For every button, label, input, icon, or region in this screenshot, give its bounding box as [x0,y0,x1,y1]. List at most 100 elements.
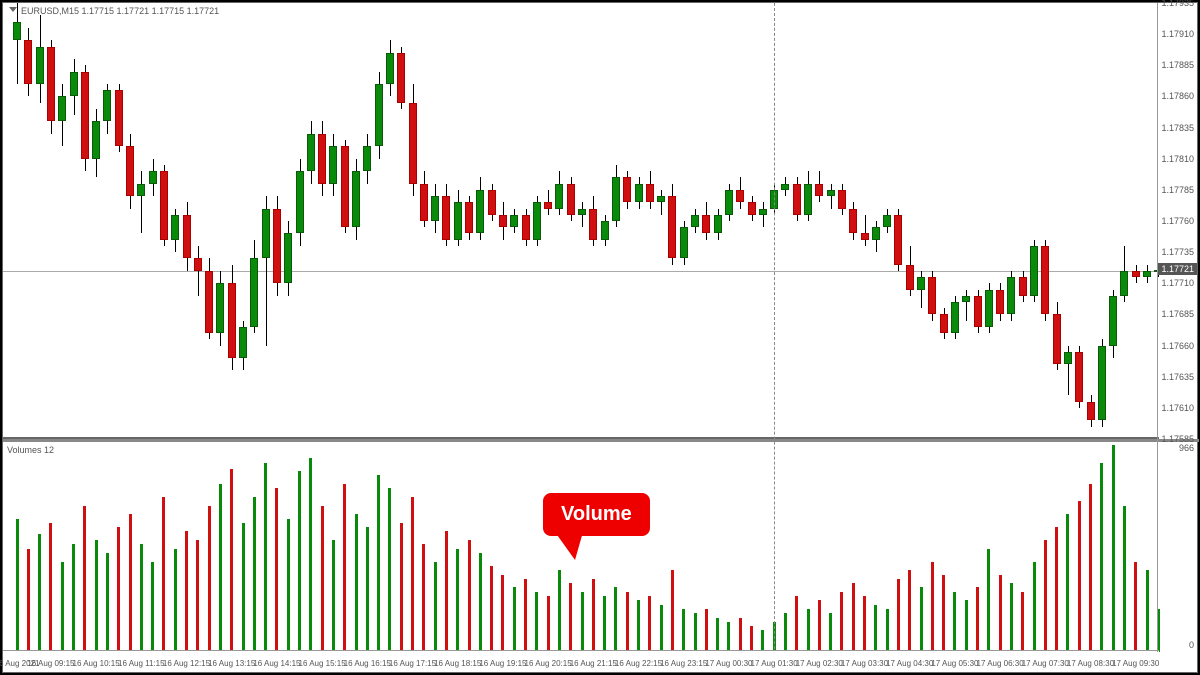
chevron-down-icon[interactable] [9,7,17,12]
volume-bar [400,523,403,652]
candle-body [454,202,462,239]
candle-body [375,84,383,146]
candle-body [499,215,507,227]
candle-body [680,227,688,258]
volume-bar [524,579,527,652]
candle-body [714,215,722,234]
volume-bar [501,575,504,653]
time-tick: 16 Aug 17:15 [389,659,436,668]
time-tick: 16 Aug 10:15 [73,659,120,668]
candle-body [420,184,428,221]
candle-wick [831,184,832,209]
time-tick: 16 Aug 09:15 [27,659,74,668]
candle-body [239,327,247,358]
time-tick: 16 Aug 15:15 [299,659,346,668]
volume-bar [965,600,968,652]
volume-bar [874,605,877,652]
volume-bar [1089,484,1092,652]
candle-body [646,184,654,203]
symbol-label: EURUSD,M15 1.17715 1.17721 1.17715 1.177… [21,6,219,16]
candle-body [1030,246,1038,296]
volume-bar [727,622,730,652]
candle-body [363,146,371,171]
candle-body [985,290,993,327]
volume-bar [999,575,1002,653]
candle-wick [865,215,866,246]
time-tick: 16 Aug 14:15 [253,659,300,668]
candle-body [273,209,281,284]
volume-bar [1123,506,1126,652]
candle-body [748,202,756,214]
candle-body [838,190,846,209]
candle-body [567,184,575,215]
volume-bar [83,506,86,652]
candle-body [442,196,450,240]
volume-bar [581,592,584,652]
volume-bar [886,609,889,652]
candle-body [533,202,541,239]
price-panel[interactable]: EURUSD,M15 1.17715 1.17721 1.17715 1.177… [3,3,1159,439]
candle-body [476,190,484,234]
volume-bar [1078,501,1081,652]
volume-bar [547,596,550,652]
volume-bar [1134,562,1137,652]
volume-bar [716,618,719,652]
volume-bar [343,484,346,652]
candle-body [815,184,823,196]
candle-body [1041,246,1049,315]
volume-bar [388,488,391,652]
candle-body [13,22,21,41]
price-tick: 1.17610 [1161,403,1194,413]
candle-body [318,134,326,184]
volume-bar [196,540,199,652]
candle-body [386,53,394,84]
volume-bar [840,592,843,652]
volume-bar [671,570,674,652]
volume-bar [660,605,663,652]
volume-bar [637,600,640,652]
volume-bar [592,579,595,652]
candle-body [635,184,643,203]
candle-body [612,177,620,221]
time-tick: 16 Aug 18:15 [434,659,481,668]
candle-wick [17,3,18,84]
candle-body [962,296,970,302]
candle-body [409,103,417,184]
volume-bar [332,540,335,652]
volume-bar [682,609,685,652]
candle-body [883,215,891,227]
volume-bar [953,592,956,652]
candle-body [352,171,360,227]
candle-body [522,215,530,240]
volume-bar [558,570,561,652]
volume-bar [535,592,538,652]
volume-bar [422,544,425,652]
candle-body [974,296,982,327]
volume-label: Volumes 12 [7,445,54,455]
volume-bar [27,549,30,652]
volume-bar [185,531,188,652]
volume-bar [208,506,211,652]
candle-wick [661,190,662,215]
volume-bar [920,587,923,652]
time-tick: 17 Aug 05:30 [931,659,978,668]
candle-body [872,227,880,239]
volume-bar [275,488,278,652]
price-tick: 1.17735 [1161,247,1194,257]
time-tick: 16 Aug 23:15 [660,659,707,668]
candle-body [996,290,1004,315]
candle-body [397,53,405,103]
volume-bar [106,553,109,652]
volume-bar [795,596,798,652]
candle-body [894,215,902,265]
time-tick: 16 Aug 21:15 [570,659,617,668]
time-tick: 17 Aug 08:30 [1067,659,1114,668]
price-tick: 1.17810 [1161,154,1194,164]
candle-wick [582,202,583,227]
volume-bar [140,544,143,652]
volume-bar [976,587,979,652]
candle-body [1143,271,1151,277]
candle-body [691,215,699,227]
time-tick: 17 Aug 01:30 [751,659,798,668]
time-tick: 16 Aug 16:15 [344,659,391,668]
